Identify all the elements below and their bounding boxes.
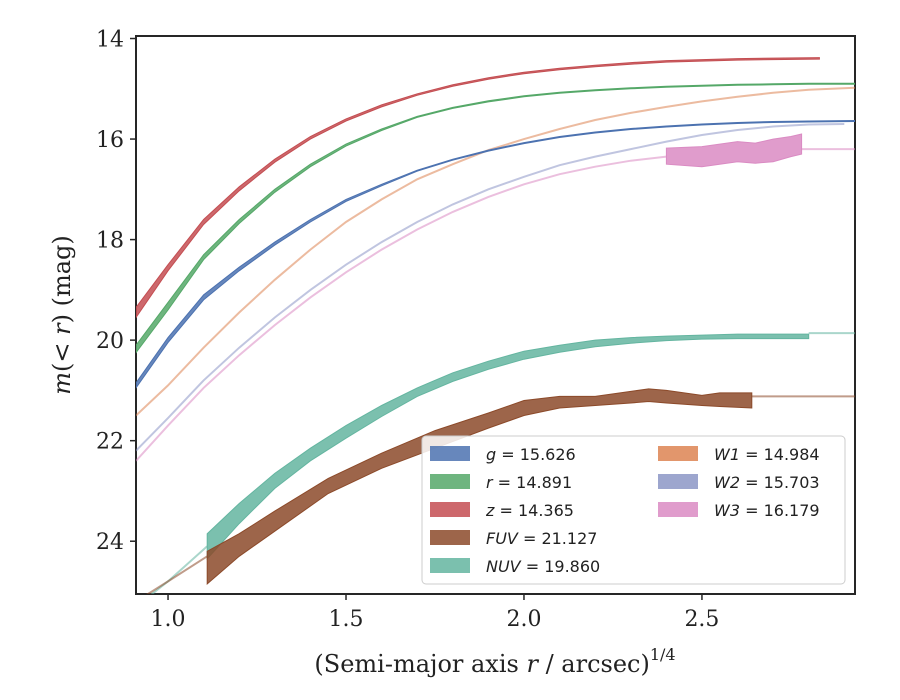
y-axis-label-inner: (< xyxy=(48,335,76,372)
y-axis-label: m(< r) (mag) xyxy=(48,235,76,395)
series-w2-line xyxy=(136,123,845,452)
legend-label-value: = 16.179 xyxy=(740,501,820,520)
series-fuv-line xyxy=(146,555,208,594)
legend-swatch-w3 xyxy=(658,502,698,517)
data-layer xyxy=(136,57,855,594)
y-tick-label: 18 xyxy=(96,229,124,254)
legend-box xyxy=(421,435,846,585)
series-z-band xyxy=(136,57,820,319)
series-g-band xyxy=(136,119,855,389)
x-axis-label-power: 1/4 xyxy=(650,645,676,664)
y-tick-label: 22 xyxy=(96,430,124,455)
legend-label-value: = 15.626 xyxy=(496,445,576,464)
legend-swatch-r xyxy=(430,474,470,489)
legend-label-fuv: FUV = 21.127 xyxy=(486,529,597,548)
y-axis-label-close: ) (mag) xyxy=(48,235,76,323)
legend-label-var: FUV xyxy=(486,529,519,548)
legend-label-w1: W1 = 14.984 xyxy=(714,445,820,464)
series-w3-band xyxy=(665,133,803,168)
x-tick-label: 1.0 xyxy=(151,607,186,632)
legend-label-value: = 15.703 xyxy=(740,473,820,492)
series-w3-line xyxy=(136,155,667,462)
legend-label-var: z xyxy=(485,501,495,520)
legend-label-var: W2 xyxy=(714,473,740,492)
legend-label-value: = 14.984 xyxy=(740,445,820,464)
y-tick-label: 24 xyxy=(96,530,124,555)
legend-label-w2: W2 = 15.703 xyxy=(714,473,820,492)
legend-label-value: = 19.860 xyxy=(521,557,601,576)
legend-label-value: = 21.127 xyxy=(518,529,598,548)
x-axis-label: (Semi-major axis r / arcsec)1/4 xyxy=(314,645,675,678)
legend-swatch-g xyxy=(430,446,470,461)
series-nuv-band xyxy=(206,333,810,561)
x-axis-label-main: (Semi-major axis xyxy=(314,650,526,678)
legend-label-w3: W3 = 16.179 xyxy=(714,501,820,520)
y-tick-label: 14 xyxy=(96,28,124,53)
legend-swatch-z xyxy=(430,502,470,517)
legend-swatch-fuv xyxy=(430,530,470,545)
legend-label-value: = 14.891 xyxy=(493,473,573,492)
legend-label-g: g = 15.626 xyxy=(486,445,576,464)
series-fuv-band xyxy=(206,388,753,585)
axis-layer: 1.0 1.5 2.0 2.5 14 16 18 20 22 24 xyxy=(96,28,719,632)
legend-label-var: NUV xyxy=(486,557,522,576)
legend-swatch-w2 xyxy=(658,474,698,489)
legend-swatch-nuv xyxy=(430,558,470,573)
x-axis-label-unit: / arcsec) xyxy=(538,650,650,678)
y-tick-label: 20 xyxy=(96,329,124,354)
legend-label-var: W1 xyxy=(714,445,740,464)
legend-label-value: = 14.365 xyxy=(494,501,574,520)
legend-label-z: z = 14.365 xyxy=(485,501,574,520)
x-tick-label: 2.0 xyxy=(506,607,541,632)
x-tick-label: 2.5 xyxy=(684,607,719,632)
legend-label-nuv: NUV = 19.860 xyxy=(486,557,600,576)
legend-label-var: r xyxy=(486,473,494,492)
x-tick-label: 1.5 xyxy=(329,607,364,632)
legend-label-var: W3 xyxy=(714,501,740,520)
y-axis-label-var: r xyxy=(48,322,76,335)
legend-label-var: g xyxy=(486,445,496,464)
x-axis-label-var: r xyxy=(526,650,539,678)
series-r-band xyxy=(136,82,855,354)
y-axis-label-m: m xyxy=(48,372,76,395)
legend-label-r: r = 14.891 xyxy=(486,473,572,492)
y-tick-label: 16 xyxy=(96,128,124,153)
legend-swatch-w1 xyxy=(658,446,698,461)
